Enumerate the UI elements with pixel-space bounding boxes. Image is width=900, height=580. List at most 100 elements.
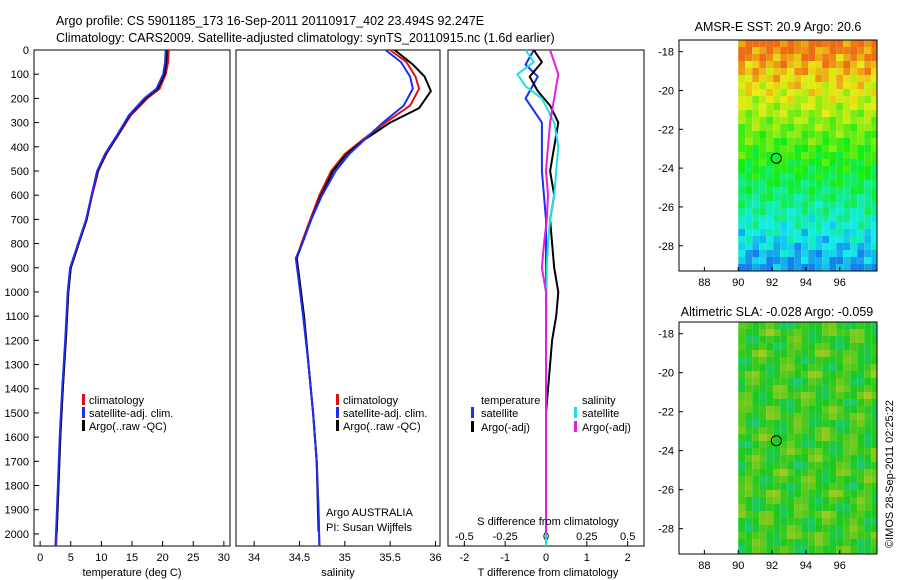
heatmap-cell bbox=[738, 145, 746, 152]
heatmap-cell bbox=[850, 173, 858, 180]
heatmap-cell bbox=[780, 40, 788, 47]
heatmap-cell bbox=[850, 378, 858, 385]
heatmap-cell bbox=[766, 427, 774, 434]
heatmap-cell bbox=[738, 385, 746, 392]
heatmap-cell bbox=[822, 75, 830, 82]
heatmap-cell bbox=[822, 469, 830, 476]
heatmap-cell bbox=[822, 322, 830, 329]
heatmap-cell bbox=[738, 180, 746, 187]
heatmap-cell bbox=[871, 208, 877, 215]
heatmap-cell bbox=[801, 166, 809, 173]
heatmap-cell bbox=[794, 243, 802, 250]
heatmap-cell bbox=[773, 497, 781, 504]
heatmap-cell bbox=[857, 208, 865, 215]
heatmap-cell bbox=[801, 180, 809, 187]
heatmap-cell bbox=[745, 75, 753, 82]
heatmap-cell bbox=[766, 222, 774, 229]
heatmap-cell bbox=[857, 504, 865, 511]
heatmap-cell bbox=[738, 322, 746, 329]
heatmap-cell bbox=[822, 434, 830, 441]
heatmap-cell bbox=[829, 250, 837, 257]
heatmap-cell bbox=[780, 343, 788, 350]
heatmap-cell bbox=[766, 413, 774, 420]
heatmap-cell bbox=[773, 180, 781, 187]
legend-swatch-climatology bbox=[336, 394, 339, 405]
heatmap-cell bbox=[752, 257, 760, 264]
heatmap-cell bbox=[815, 525, 823, 532]
heatmap-cell bbox=[766, 40, 774, 47]
heatmap-cell bbox=[745, 546, 753, 553]
heatmap-cell bbox=[752, 187, 760, 194]
heatmap-cell bbox=[787, 145, 795, 152]
heatmap-cell bbox=[780, 413, 788, 420]
heatmap-cell bbox=[864, 68, 872, 75]
heatmap-cell bbox=[815, 497, 823, 504]
heatmap-cell bbox=[871, 420, 877, 427]
legend-label-satellite: satellite-adj. clim. bbox=[89, 408, 173, 420]
heatmap-cell bbox=[787, 448, 795, 455]
heatmap-cell bbox=[752, 497, 760, 504]
heatmap-cell bbox=[773, 236, 781, 243]
heatmap-cell bbox=[787, 546, 795, 553]
heatmap-cell bbox=[766, 264, 774, 271]
heatmap-cell bbox=[850, 47, 858, 54]
heatmap-cell bbox=[815, 152, 823, 159]
heatmap-cell bbox=[773, 187, 781, 194]
heatmap-cell bbox=[864, 469, 872, 476]
heatmap-cell bbox=[801, 250, 809, 257]
heatmap-cell bbox=[815, 75, 823, 82]
heatmap-cell bbox=[836, 47, 844, 54]
heatmap-cell bbox=[850, 250, 858, 257]
heatmap-cell bbox=[871, 82, 877, 89]
heatmap-cell bbox=[794, 392, 802, 399]
heatmap-cell bbox=[836, 490, 844, 497]
heatmap-cell bbox=[759, 476, 767, 483]
heatmap-cell bbox=[766, 336, 774, 343]
heatmap-cell bbox=[815, 518, 823, 525]
heatmap-cell bbox=[787, 124, 795, 131]
heatmap-cell bbox=[752, 476, 760, 483]
heatmap-cell bbox=[738, 257, 746, 264]
heatmap-cell bbox=[745, 215, 753, 222]
heatmap-cell bbox=[745, 257, 753, 264]
heatmap-cell bbox=[843, 229, 851, 236]
heatmap-cell bbox=[766, 329, 774, 336]
heatmap-cell bbox=[780, 89, 788, 96]
heatmap-cell bbox=[864, 441, 872, 448]
heatmap-cell bbox=[752, 96, 760, 103]
heatmap-cell bbox=[780, 539, 788, 546]
heatmap-cell bbox=[801, 420, 809, 427]
heatmap-cell bbox=[864, 257, 872, 264]
heatmap-cell bbox=[794, 236, 802, 243]
heatmap-cell bbox=[822, 413, 830, 420]
heatmap-cell bbox=[843, 406, 851, 413]
heatmap-cell bbox=[780, 229, 788, 236]
heatmap-cell bbox=[794, 322, 802, 329]
t-difference-label: T difference from climatology bbox=[478, 567, 619, 579]
heatmap-cell bbox=[843, 413, 851, 420]
heatmap-cell bbox=[780, 462, 788, 469]
heatmap-cell bbox=[780, 124, 788, 131]
heatmap-cell bbox=[836, 343, 844, 350]
heatmap-cell bbox=[864, 518, 872, 525]
heatmap-cell bbox=[759, 483, 767, 490]
heatmap-cell bbox=[836, 336, 844, 343]
heatmap-cell bbox=[801, 264, 809, 271]
heatmap-cell bbox=[815, 236, 823, 243]
heatmap-cell bbox=[850, 187, 858, 194]
heatmap-cell bbox=[836, 497, 844, 504]
heatmap-cell bbox=[773, 250, 781, 257]
heatmap-cell bbox=[850, 103, 858, 110]
heatmap-cell bbox=[815, 250, 823, 257]
legend-header-temperature: temperature bbox=[481, 395, 540, 407]
heatmap-cell bbox=[752, 378, 760, 385]
heatmap-cell bbox=[794, 117, 802, 124]
heatmap-cell bbox=[738, 215, 746, 222]
heatmap-cell bbox=[843, 75, 851, 82]
heatmap-cell bbox=[829, 504, 837, 511]
heatmap-cell bbox=[871, 152, 877, 159]
heatmap-cell bbox=[738, 448, 746, 455]
heatmap-cell bbox=[850, 82, 858, 89]
heatmap-cell bbox=[850, 427, 858, 434]
heatmap-cell bbox=[829, 420, 837, 427]
